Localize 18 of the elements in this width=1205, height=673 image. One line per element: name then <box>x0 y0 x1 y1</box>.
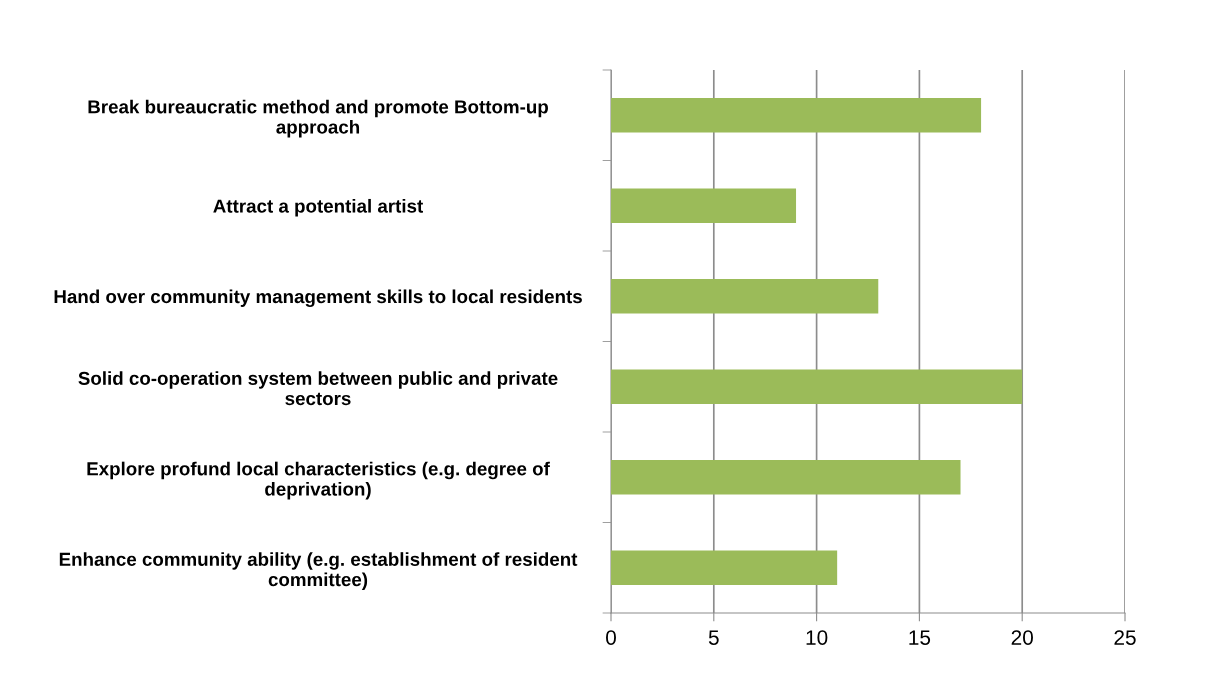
x-tick-label: 0 <box>606 630 616 645</box>
bar <box>611 550 838 585</box>
y-tick-label: Attract a potential artist <box>213 198 423 217</box>
bar <box>611 369 1023 404</box>
bar <box>611 460 961 495</box>
x-tick-label: 5 <box>708 630 719 645</box>
bar <box>611 279 879 314</box>
y-tick-label: Solid co-operation system between public and private sectors <box>78 371 558 406</box>
x-tick-label: 10 <box>806 630 828 645</box>
y-tick-label: Break bureaucratic method and promote Bottom-up approach <box>88 99 548 138</box>
y-tick-label: Explore profund local characteristics (e.g. degree of deprivation) <box>87 461 550 500</box>
y-tick-label: Hand over community management skills to local residents <box>54 289 582 308</box>
bar <box>611 98 982 133</box>
bar <box>611 188 797 223</box>
y-tick-label: Enhance community ability (e.g. establishment of resident committee) <box>59 552 578 590</box>
x-tick-label: 15 <box>909 630 931 645</box>
x-tick-label: 25 <box>1114 630 1136 645</box>
x-tick-label: 20 <box>1011 630 1033 645</box>
